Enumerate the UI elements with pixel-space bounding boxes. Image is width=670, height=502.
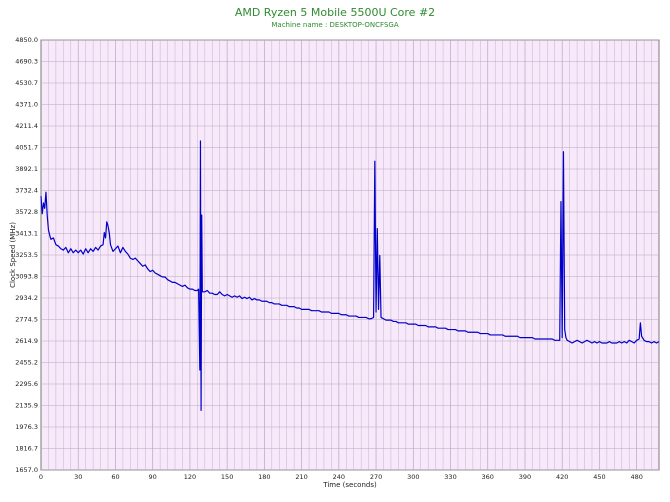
x-tick-label: 480 (630, 473, 642, 481)
x-tick-label: 180 (258, 473, 270, 481)
y-axis-label: Clock Speed (MHz) (9, 222, 17, 288)
x-tick-label: 270 (370, 473, 382, 481)
y-tick-label: 3732.4 (15, 187, 38, 195)
x-axis-ticks: 0 30 60 90 120 150 180 210 240 270 300 330 360 390 420… (39, 473, 643, 481)
x-tick-label: 60 (111, 473, 119, 481)
x-tick-label: 120 (184, 473, 196, 481)
y-tick-label: 4530.7 (15, 79, 38, 87)
x-tick-label: 330 (444, 473, 456, 481)
x-tick-label: 390 (519, 473, 531, 481)
y-tick-label: 2135.9 (15, 402, 38, 410)
y-tick-label: 1976.3 (15, 423, 38, 431)
grid-lines (41, 39, 659, 471)
y-tick-label: 1816.7 (15, 445, 38, 453)
y-tick-label: 4850.0 (15, 36, 38, 44)
y-tick-label: 2455.2 (15, 359, 38, 367)
x-tick-label: 240 (333, 473, 345, 481)
chart-subtitle: Machine name : DESKTOP-ONCFSGA (271, 21, 399, 29)
x-tick-label: 0 (39, 473, 43, 481)
x-tick-label: 450 (593, 473, 605, 481)
y-tick-label: 3093.8 (15, 273, 38, 281)
x-tick-label: 210 (295, 473, 307, 481)
y-tick-label: 4690.3 (15, 58, 38, 66)
x-tick-label: 90 (149, 473, 157, 481)
y-tick-label: 2774.5 (15, 316, 38, 324)
x-tick-label: 300 (407, 473, 419, 481)
y-tick-label: 2614.9 (15, 337, 38, 345)
x-tick-label: 150 (221, 473, 233, 481)
x-tick-label: 360 (482, 473, 494, 481)
y-tick-label: 4371.0 (15, 101, 38, 109)
y-tick-label: 3413.1 (15, 230, 38, 238)
chart-title: AMD Ryzen 5 Mobile 5500U Core #2 (234, 6, 436, 19)
y-axis-ticks: 4850.0 4690.3 4530.7 4371.0 4211.4 4051.7 3892… (15, 36, 38, 474)
y-tick-label: 4051.7 (15, 144, 38, 152)
x-axis-label: Time (seconds) (322, 481, 377, 489)
x-tick-label: 30 (74, 473, 82, 481)
clock-speed-line (40, 140, 660, 411)
y-tick-label: 4211.4 (15, 122, 38, 130)
y-tick-label: 3253.5 (15, 251, 38, 259)
y-tick-label: 1657.0 (15, 466, 38, 474)
y-tick-label: 3572.8 (15, 208, 38, 216)
y-tick-label: 2295.6 (15, 380, 38, 388)
y-tick-label: 3892.1 (15, 165, 38, 173)
y-tick-label: 2934.2 (15, 294, 38, 302)
x-tick-label: 420 (556, 473, 568, 481)
